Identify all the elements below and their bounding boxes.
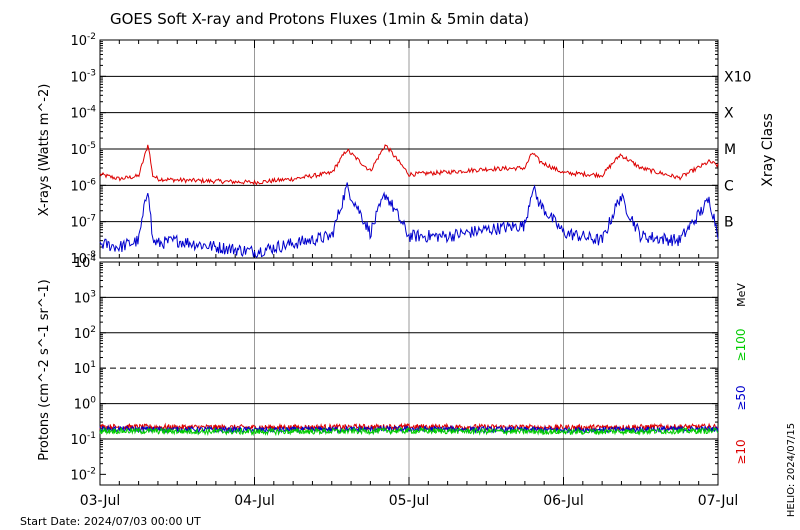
proton-panel: 10-2 10-1 100 101 102 103 104 03-Jul 04-Jul 05-Ju… <box>70 254 738 509</box>
legend-p10: ≥10 <box>734 439 748 464</box>
legend-p50: ≥50 <box>734 385 748 410</box>
x-tick-label: 07-Jul <box>698 493 739 509</box>
y-tick-label: 10-2 <box>70 466 96 483</box>
xray-class-c: C <box>724 178 734 194</box>
y-tick-label: 10-7 <box>70 214 96 231</box>
xray-class-x10: X10 <box>724 69 751 85</box>
y-tick-label: 10-6 <box>70 177 96 194</box>
xray-class-label: Xray Class <box>760 113 776 187</box>
y-tick-label: 103 <box>74 289 96 306</box>
proton-series-1 <box>99 422 719 432</box>
y-tick-label: 104 <box>74 254 97 271</box>
proton-series-3 <box>99 426 719 437</box>
generated-stamp: HELIO: 2024/07/15 <box>786 423 797 517</box>
legend-p100: ≥100 <box>734 329 748 362</box>
energy-unit-label: MeV <box>735 283 748 307</box>
xray-short-series <box>99 182 719 258</box>
x-tick-label: 06-Jul <box>543 493 584 509</box>
y-tick-label: 10-3 <box>70 68 96 85</box>
xray-class-x: X <box>724 106 734 122</box>
y-tick-label: 100 <box>74 396 97 413</box>
xray-panel: 10-8 10-7 10-6 10-5 10-4 10-3 10-2 B C M X X10 <box>70 32 751 267</box>
y-tick-label: 101 <box>74 360 96 377</box>
proton-ylabel: Protons (cm^-2 s^-1 sr^-1) <box>37 279 52 461</box>
x-tick-label: 04-Jul <box>234 493 275 509</box>
xray-ylabel: X-rays (Watts m^-2) <box>37 84 52 217</box>
xray-class-m: M <box>724 142 736 158</box>
x-tick-label: 05-Jul <box>389 493 430 509</box>
chart-title: GOES Soft X-ray and Protons Fluxes (1min… <box>110 10 529 28</box>
xray-long-series <box>99 144 719 186</box>
y-tick-label: 10-1 <box>70 431 96 448</box>
y-tick-label: 10-5 <box>70 141 96 158</box>
start-date: Start Date: 2024/07/03 00:00 UT <box>20 515 201 528</box>
y-tick-label: 10-2 <box>70 32 96 49</box>
y-tick-label: 10-4 <box>70 105 96 122</box>
y-tick-label: 10-8 <box>70 250 96 267</box>
xray-class-b: B <box>724 215 734 231</box>
y-tick-label: 102 <box>74 325 96 342</box>
x-tick-label: 03-Jul <box>80 493 121 509</box>
